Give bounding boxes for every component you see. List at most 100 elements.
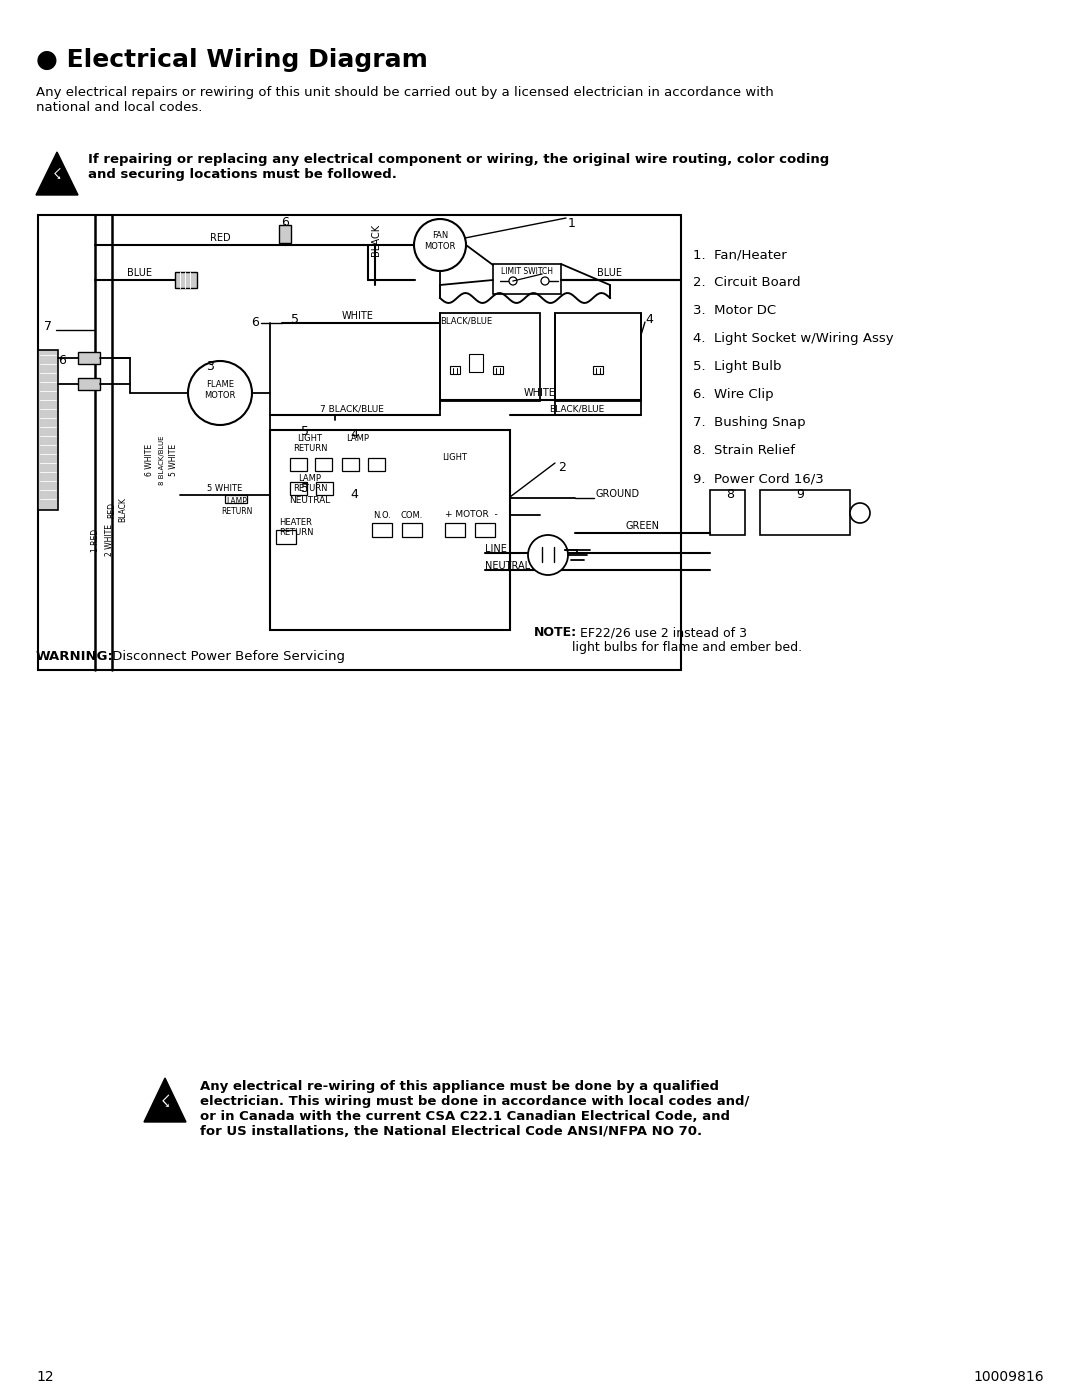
Bar (328, 502, 342, 514)
Text: HEATER
RETURN: HEATER RETURN (279, 518, 313, 538)
Text: LIGHT
RETURN: LIGHT RETURN (293, 434, 327, 454)
Text: 4: 4 (350, 427, 357, 441)
Text: Any electrical repairs or rewiring of this unit should be carried out by a licen: Any electrical repairs or rewiring of th… (36, 87, 773, 115)
Circle shape (850, 503, 870, 522)
Bar (402, 522, 422, 536)
Text: LINE: LINE (485, 543, 507, 555)
Text: N.O.: N.O. (373, 511, 391, 520)
Text: RED: RED (210, 233, 230, 243)
Text: 5 WHITE: 5 WHITE (207, 483, 243, 493)
Text: 4: 4 (350, 488, 357, 502)
Text: 1.  Fan/Heater: 1. Fan/Heater (693, 249, 786, 261)
Bar (593, 366, 603, 374)
Circle shape (541, 277, 549, 285)
Circle shape (528, 535, 568, 576)
Text: LAMP
RETURN: LAMP RETURN (221, 497, 253, 517)
Text: LAMP: LAMP (347, 434, 369, 443)
Text: 9.  Power Cord 16/3: 9. Power Cord 16/3 (693, 472, 824, 485)
Text: 1 RED: 1 RED (91, 528, 99, 552)
Circle shape (509, 277, 517, 285)
Text: EF22/26 use 2 instead of 3
light bulbs for flame and ember bed.: EF22/26 use 2 instead of 3 light bulbs f… (572, 626, 802, 654)
Text: WHITE: WHITE (342, 312, 374, 321)
Bar (555, 313, 642, 401)
Text: WARNING:: WARNING: (36, 650, 113, 664)
Ellipse shape (487, 338, 509, 367)
Bar (276, 529, 296, 543)
Bar (291, 458, 307, 471)
Text: ● Electrical Wiring Diagram: ● Electrical Wiring Diagram (36, 47, 428, 73)
Bar (469, 353, 483, 372)
Text: NEUTRAL: NEUTRAL (485, 562, 530, 571)
Text: 6.  Wire Clip: 6. Wire Clip (693, 388, 773, 401)
Bar (38, 351, 58, 510)
Text: 6: 6 (251, 317, 259, 330)
Bar (760, 490, 850, 535)
Bar (342, 458, 359, 471)
Text: 6 WHITE: 6 WHITE (146, 444, 154, 476)
Text: 7: 7 (44, 320, 52, 332)
Text: LIGHT: LIGHT (443, 453, 468, 462)
Polygon shape (144, 1078, 186, 1122)
Bar (279, 225, 291, 243)
Text: 2 WHITE: 2 WHITE (106, 524, 114, 556)
Text: 9: 9 (796, 488, 804, 502)
Text: 12: 12 (36, 1370, 54, 1384)
Bar (368, 458, 384, 471)
Ellipse shape (326, 416, 345, 444)
Text: COM.: COM. (401, 511, 423, 520)
Bar (175, 272, 197, 288)
Text: GROUND: GROUND (595, 489, 639, 499)
Text: BLACK/BLUE: BLACK/BLUE (550, 404, 605, 414)
Bar (440, 313, 540, 401)
Bar (38, 215, 681, 671)
Text: BLACK: BLACK (119, 497, 127, 522)
Text: 5.  Light Bulb: 5. Light Bulb (693, 360, 782, 373)
Ellipse shape (444, 338, 465, 367)
Text: NEUTRAL: NEUTRAL (289, 496, 330, 504)
Text: WHITE: WHITE (524, 388, 556, 398)
Bar (316, 482, 333, 495)
Text: Any electrical re-wiring of this appliance must be done by a qualified
electrici: Any electrical re-wiring of this applian… (200, 1080, 750, 1139)
Circle shape (414, 219, 465, 271)
Text: 7.  Bushing Snap: 7. Bushing Snap (693, 416, 806, 429)
Bar (372, 522, 392, 536)
Bar (225, 495, 247, 503)
Text: FAN
MOTOR: FAN MOTOR (424, 232, 456, 250)
Text: 8.  Strain Relief: 8. Strain Relief (693, 444, 795, 457)
Text: GREEN: GREEN (625, 521, 659, 531)
Text: RED: RED (108, 502, 117, 518)
Text: + MOTOR  -: + MOTOR - (445, 510, 498, 520)
Text: BLUE: BLUE (127, 268, 152, 278)
Bar (475, 522, 495, 536)
Text: 5: 5 (301, 482, 309, 495)
Text: ☇: ☇ (53, 168, 62, 183)
Text: If repairing or replacing any electrical component or wiring, the original wire : If repairing or replacing any electrical… (87, 154, 829, 182)
Text: BLUE: BLUE (597, 268, 622, 278)
Polygon shape (36, 152, 78, 196)
Bar (78, 352, 100, 365)
Ellipse shape (326, 476, 345, 504)
Ellipse shape (588, 338, 609, 367)
Text: 8 BLACK/BLUE: 8 BLACK/BLUE (159, 436, 165, 485)
Text: BLACK/BLUE: BLACK/BLUE (440, 316, 492, 326)
Bar (270, 430, 510, 630)
Text: 5: 5 (301, 425, 309, 439)
Text: Disconnect Power Before Servicing: Disconnect Power Before Servicing (108, 650, 345, 664)
Text: 2: 2 (558, 461, 566, 474)
Text: NOTE:: NOTE: (534, 626, 577, 638)
Text: 1: 1 (568, 217, 576, 231)
Text: BLACK: BLACK (372, 224, 381, 256)
Text: 10009816: 10009816 (973, 1370, 1044, 1384)
Text: 4.  Light Socket w/Wiring Assy: 4. Light Socket w/Wiring Assy (693, 332, 893, 345)
Bar (328, 441, 342, 454)
Bar (78, 379, 100, 390)
Text: 2.  Circuit Board: 2. Circuit Board (693, 277, 800, 289)
Text: LAMP
RETURN: LAMP RETURN (293, 474, 327, 493)
Bar (291, 482, 307, 495)
Text: 4: 4 (645, 313, 653, 326)
Text: 7 BLACK/BLUE: 7 BLACK/BLUE (320, 404, 383, 414)
Text: 3: 3 (206, 360, 214, 373)
Text: ☇: ☇ (160, 1092, 170, 1111)
Bar (315, 458, 332, 471)
Bar (710, 490, 745, 535)
